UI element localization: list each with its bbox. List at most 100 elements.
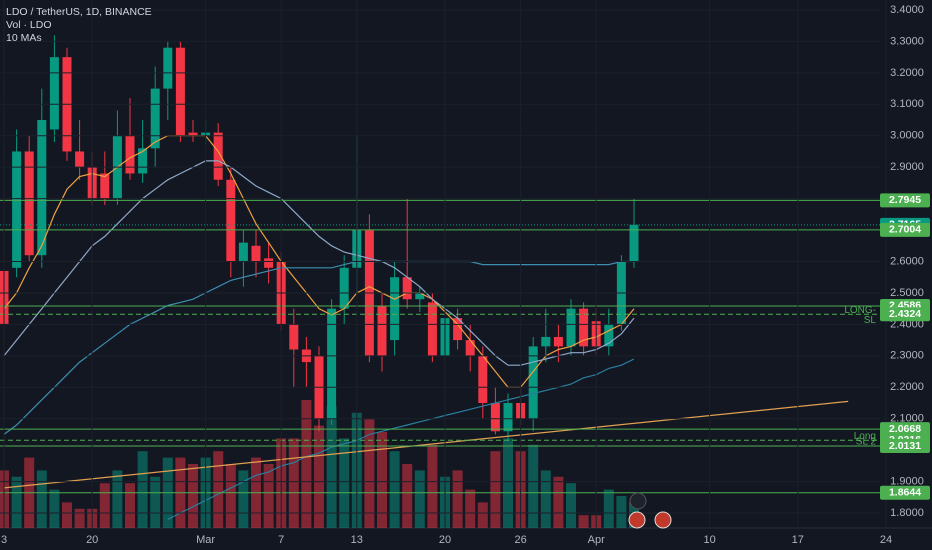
y-tick-label: 3.4000	[890, 4, 924, 16]
volume-bar	[288, 438, 299, 528]
volume-bar	[314, 425, 324, 528]
x-tick-label: Mar	[196, 534, 215, 546]
volume-bar	[225, 464, 236, 528]
candle-body	[390, 277, 400, 341]
volume-bar	[414, 470, 425, 528]
volume-bar	[427, 444, 438, 528]
candle-body	[503, 402, 513, 432]
price-label-box	[880, 307, 930, 322]
volume-bar	[477, 502, 488, 528]
volume-bar	[452, 470, 463, 528]
candle-body	[528, 346, 538, 419]
y-tick-label: 3.0000	[890, 130, 924, 142]
price-label: 2.7945	[889, 194, 921, 206]
candle-body	[377, 305, 387, 356]
candle-body	[264, 258, 274, 268]
candle-body	[453, 318, 463, 341]
level-tag: SL	[864, 315, 877, 326]
candle-body	[226, 179, 236, 262]
candle-body	[175, 47, 185, 136]
price-label: 2.0131	[889, 440, 921, 452]
volume-bar	[616, 496, 627, 528]
y-tick-label: 1.8000	[890, 507, 924, 519]
volume-bar	[74, 508, 85, 528]
y-tick-label: 3.3000	[890, 35, 924, 47]
price-label-box	[880, 193, 930, 208]
y-tick-label: 2.2000	[890, 381, 924, 393]
x-tick-label: 24	[880, 534, 892, 546]
volume-bar	[490, 451, 501, 528]
volume-bar	[49, 489, 60, 528]
price-label: 2.4324	[889, 308, 921, 320]
volume-bar	[603, 489, 614, 528]
moving-average	[3, 160, 635, 366]
candle-body	[402, 277, 412, 300]
candle-body	[478, 355, 488, 403]
volume-bar	[125, 483, 135, 528]
candle-body	[213, 132, 223, 180]
volume-bar	[36, 470, 47, 528]
candle-body	[427, 302, 437, 356]
volume-bar	[566, 483, 576, 528]
volume-bar	[326, 406, 337, 528]
candle-body	[541, 336, 551, 347]
volume-bar	[364, 419, 375, 528]
volume-bar	[137, 451, 148, 528]
x-tick-label: 26	[514, 534, 526, 546]
candle-body	[327, 308, 337, 419]
y-tick-label: 1.9000	[890, 475, 924, 487]
y-tick-label: 2.6000	[890, 255, 924, 267]
moving-average	[3, 260, 634, 435]
y-tick-label: 2.9000	[890, 161, 924, 173]
candle-body	[415, 292, 425, 300]
candle-body	[163, 47, 173, 89]
flag-icon[interactable]	[654, 511, 672, 529]
y-tick-label: 3.1000	[890, 98, 924, 110]
indicator-legend: 10 MAs	[6, 32, 42, 44]
event-icon[interactable]	[629, 492, 647, 510]
candle-body	[553, 336, 563, 347]
volume-bar	[213, 451, 224, 528]
trendline	[3, 400, 849, 489]
price-label: 2.7004	[889, 224, 921, 236]
volume-bar	[540, 470, 551, 528]
level-tag: Long	[854, 431, 876, 442]
flag-icon[interactable]	[628, 511, 646, 529]
candle-body	[289, 324, 299, 350]
x-tick-label: 20	[86, 534, 98, 546]
volume-bar	[188, 464, 198, 528]
candle-body	[188, 132, 198, 136]
candle-body	[138, 148, 148, 174]
price-label: 2.0668	[889, 423, 921, 435]
level-tag: SL 2	[856, 437, 877, 448]
price-label-box	[880, 422, 930, 437]
candle-body	[100, 173, 110, 199]
volume-bar	[503, 438, 513, 528]
moving-average	[167, 358, 635, 520]
candle-body	[490, 402, 500, 432]
symbol-title: LDO / TetherUS, 1D, BINANCE	[6, 6, 152, 18]
volume-bar	[339, 438, 350, 528]
candle-body	[566, 308, 576, 347]
y-tick-label: 2.5000	[890, 287, 924, 299]
volume-bar	[578, 515, 589, 528]
x-tick-label: Apr	[588, 534, 605, 546]
candle-body	[339, 267, 349, 309]
volume-bar	[263, 464, 274, 528]
candle-body	[49, 57, 59, 130]
candle-body	[12, 151, 22, 268]
volume-bar	[402, 464, 413, 528]
volume-bar	[465, 489, 476, 528]
candle-body	[150, 88, 160, 149]
volume-bar	[528, 444, 539, 528]
candle-body	[465, 340, 475, 356]
candle-body	[125, 135, 135, 174]
candle-body	[604, 324, 614, 347]
y-tick-label: 2.4000	[890, 318, 924, 330]
moving-average	[3, 135, 635, 388]
candle-body	[629, 224, 639, 262]
volume-bar	[62, 502, 72, 528]
volume-bar	[301, 400, 312, 528]
